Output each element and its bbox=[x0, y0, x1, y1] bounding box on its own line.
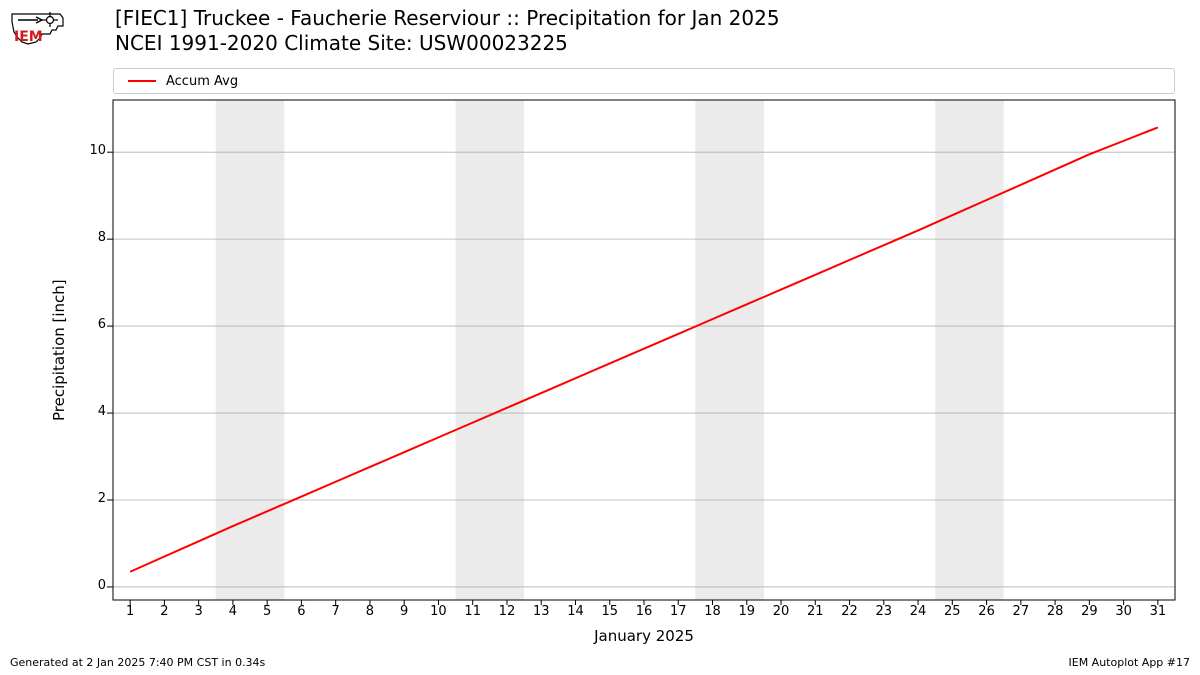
x-tick-label: 30 bbox=[1114, 604, 1134, 619]
x-tick-label: 6 bbox=[291, 604, 311, 619]
y-tick-label: 10 bbox=[70, 143, 106, 158]
x-tick-label: 16 bbox=[634, 604, 654, 619]
x-tick-label: 14 bbox=[565, 604, 585, 619]
footer-generated-text: Generated at 2 Jan 2025 7:40 PM CST in 0… bbox=[10, 656, 265, 669]
y-tick-label: 4 bbox=[70, 404, 106, 419]
svg-text:IEM: IEM bbox=[14, 29, 43, 45]
x-tick-label: 28 bbox=[1045, 604, 1065, 619]
precipitation-chart bbox=[113, 100, 1175, 600]
y-tick-label: 0 bbox=[70, 578, 106, 593]
iem-logo: IEM bbox=[8, 8, 68, 53]
x-axis-label: January 2025 bbox=[113, 627, 1175, 645]
x-tick-label: 1 bbox=[120, 604, 140, 619]
x-tick-label: 5 bbox=[257, 604, 277, 619]
x-tick-label: 23 bbox=[874, 604, 894, 619]
x-tick-label: 26 bbox=[977, 604, 997, 619]
legend-series-line bbox=[128, 80, 156, 82]
x-tick-label: 2 bbox=[154, 604, 174, 619]
x-tick-label: 17 bbox=[668, 604, 688, 619]
x-tick-label: 27 bbox=[1011, 604, 1031, 619]
chart-legend: Accum Avg bbox=[113, 68, 1175, 94]
title-line-1: [FIEC1] Truckee - Faucherie Reserviour :… bbox=[115, 6, 780, 31]
chart-title: [FIEC1] Truckee - Faucherie Reserviour :… bbox=[115, 6, 780, 56]
x-tick-label: 7 bbox=[326, 604, 346, 619]
x-tick-label: 9 bbox=[394, 604, 414, 619]
x-tick-label: 12 bbox=[497, 604, 517, 619]
x-tick-label: 11 bbox=[463, 604, 483, 619]
x-tick-label: 25 bbox=[942, 604, 962, 619]
x-tick-label: 8 bbox=[360, 604, 380, 619]
x-tick-label: 10 bbox=[428, 604, 448, 619]
x-tick-label: 24 bbox=[908, 604, 928, 619]
x-tick-label: 31 bbox=[1148, 604, 1168, 619]
x-tick-label: 22 bbox=[840, 604, 860, 619]
y-axis-label: Precipitation [inch] bbox=[50, 100, 68, 600]
x-tick-label: 3 bbox=[189, 604, 209, 619]
x-tick-label: 18 bbox=[703, 604, 723, 619]
footer-app-text: IEM Autoplot App #17 bbox=[1069, 656, 1191, 669]
y-tick-label: 8 bbox=[70, 230, 106, 245]
x-tick-label: 21 bbox=[805, 604, 825, 619]
legend-series-label: Accum Avg bbox=[166, 74, 238, 89]
y-tick-label: 6 bbox=[70, 317, 106, 332]
x-tick-labels: 1234567891011121314151617181920212223242… bbox=[113, 604, 1175, 624]
title-line-2: NCEI 1991-2020 Climate Site: USW00023225 bbox=[115, 31, 780, 56]
y-tick-labels: 0 2 4 6 8 10 bbox=[70, 100, 110, 600]
x-tick-label: 15 bbox=[600, 604, 620, 619]
x-tick-label: 19 bbox=[737, 604, 757, 619]
x-tick-label: 29 bbox=[1079, 604, 1099, 619]
y-tick-label: 2 bbox=[70, 491, 106, 506]
x-tick-label: 13 bbox=[531, 604, 551, 619]
x-tick-label: 4 bbox=[223, 604, 243, 619]
x-tick-label: 20 bbox=[771, 604, 791, 619]
